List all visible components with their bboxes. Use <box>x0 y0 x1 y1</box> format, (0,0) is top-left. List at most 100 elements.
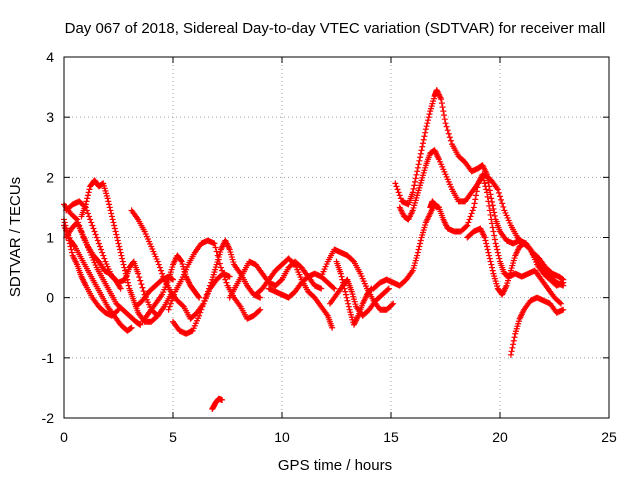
data-point <box>156 264 163 271</box>
series-arc-10 <box>209 395 226 412</box>
data-point <box>116 243 123 250</box>
data-point <box>166 303 173 310</box>
data-point <box>396 192 403 199</box>
series-arc-4 <box>61 216 122 319</box>
data-point <box>464 222 471 229</box>
data-point <box>89 222 96 229</box>
data-point <box>483 186 490 193</box>
data-point <box>61 219 68 226</box>
data-point <box>446 134 453 141</box>
data-point <box>438 96 445 103</box>
y-tick-label: 4 <box>46 49 54 65</box>
y-tick-label: 3 <box>46 109 54 125</box>
data-point <box>104 195 111 202</box>
data-point <box>256 307 263 314</box>
data-point <box>416 243 423 250</box>
data-point <box>207 282 214 289</box>
data-point <box>198 306 205 313</box>
data-point <box>560 279 567 286</box>
data-point <box>100 252 107 259</box>
data-point <box>426 111 433 118</box>
data-point <box>137 321 144 328</box>
y-tick-label: -1 <box>42 350 55 366</box>
data-point <box>481 180 488 187</box>
data-point <box>330 284 337 291</box>
data-point <box>87 216 94 223</box>
data-point <box>95 240 102 247</box>
data-point <box>318 285 325 292</box>
data-point <box>106 204 113 211</box>
data-point <box>213 248 220 255</box>
y-tick-label: 1 <box>46 230 54 246</box>
data-point <box>509 344 516 351</box>
data-point <box>471 200 478 207</box>
data-point <box>116 246 123 253</box>
data-point <box>493 243 500 250</box>
data-point <box>216 260 223 267</box>
data-point <box>220 270 227 277</box>
series-arc-11 <box>226 258 325 301</box>
data-point <box>125 282 132 289</box>
y-tick-label: 0 <box>46 290 54 306</box>
y-tick-label: -2 <box>42 410 55 426</box>
data-point <box>115 306 122 313</box>
data-point <box>412 175 419 182</box>
data-point <box>491 209 498 216</box>
data-point <box>68 249 75 256</box>
series-arc-20 <box>427 198 440 211</box>
data-point <box>200 300 207 307</box>
series-arc-16 <box>333 258 375 328</box>
data-point <box>101 255 108 262</box>
data-point <box>415 161 422 168</box>
plot-frame <box>63 56 610 419</box>
data-point <box>486 187 493 194</box>
data-point <box>197 309 204 316</box>
data-point <box>217 264 224 271</box>
data-point <box>119 255 126 262</box>
data-point <box>411 182 418 189</box>
data-point <box>208 279 215 286</box>
data-point <box>416 157 423 164</box>
data-point <box>223 279 230 286</box>
data-point <box>105 198 112 205</box>
series-arc-21 <box>464 225 567 298</box>
data-point <box>140 288 147 295</box>
data-point <box>86 213 93 220</box>
data-point <box>500 203 507 210</box>
data-point <box>414 168 421 175</box>
data-point <box>421 133 428 140</box>
data-point <box>195 293 202 300</box>
data-point <box>123 273 130 280</box>
data-point <box>473 192 480 199</box>
data-point <box>66 240 73 247</box>
data-point <box>417 154 424 161</box>
series-arc-9 <box>165 237 264 322</box>
data-point <box>202 294 209 301</box>
series-arc-7 <box>139 252 203 325</box>
data-point <box>472 196 479 203</box>
x-tick-label: 10 <box>274 429 290 445</box>
data-point <box>422 126 429 133</box>
data-point <box>418 147 425 154</box>
data-point <box>349 257 356 264</box>
data-point <box>114 307 121 314</box>
data-point <box>201 297 208 304</box>
data-point <box>136 274 143 281</box>
y-axis-label: SDTVAR / TECUs <box>7 177 24 297</box>
data-point <box>414 252 421 259</box>
data-point <box>155 261 162 268</box>
data-point <box>171 291 178 298</box>
data-point <box>114 234 121 241</box>
data-point <box>111 225 118 232</box>
data-point <box>367 286 374 293</box>
data-point <box>487 258 494 265</box>
data-point <box>494 186 501 193</box>
data-point <box>345 303 352 310</box>
data-point <box>489 264 496 271</box>
data-point <box>425 114 432 121</box>
series-arc-22 <box>507 294 567 358</box>
data-point <box>394 186 401 193</box>
data-point <box>67 243 74 250</box>
data-point <box>196 312 203 319</box>
